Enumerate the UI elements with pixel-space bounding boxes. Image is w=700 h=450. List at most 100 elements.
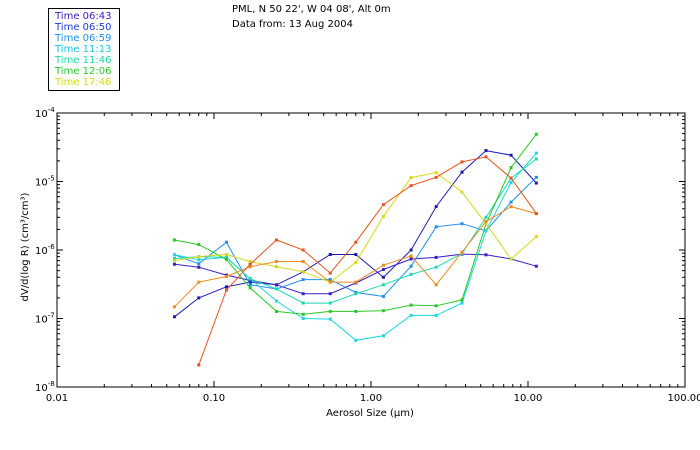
legend-item-4: Time 11:13: [55, 44, 112, 55]
data-point: [460, 301, 464, 305]
data-point: [534, 175, 538, 179]
data-point: [381, 275, 385, 279]
data-point: [534, 264, 538, 268]
data-point: [354, 338, 358, 342]
data-point: [509, 205, 513, 209]
data-point: [434, 313, 438, 317]
data-point: [534, 235, 538, 239]
y-axis-label: dV/d(log R) (cm³/cm³): [20, 192, 31, 301]
data-point: [224, 257, 228, 261]
data-point: [484, 149, 488, 153]
data-point: [301, 301, 305, 305]
date-header: Data from: 13 Aug 2004: [232, 19, 353, 30]
data-point: [328, 252, 332, 256]
y-tick-labels: 10-4 10-5 10-6 10-7 10-8: [35, 106, 55, 394]
series-royal-blue: [172, 175, 538, 298]
data-point: [197, 363, 201, 367]
data-point: [409, 248, 413, 252]
data-point: [274, 299, 278, 303]
data-point: [328, 271, 332, 275]
data-point: [460, 222, 464, 226]
data-point: [509, 200, 513, 204]
data-point: [172, 253, 176, 257]
legend-item-1: Time 06:43: [55, 11, 112, 22]
data-point: [328, 292, 332, 296]
data-point: [484, 155, 488, 159]
data-point: [248, 283, 252, 287]
data-point: [409, 264, 413, 268]
data-point: [274, 309, 278, 313]
y-tick-label: 10-6: [35, 243, 55, 257]
y-tick-label: 10-7: [35, 312, 55, 326]
data-point: [224, 288, 228, 292]
x-tick-label: 100.00: [668, 393, 700, 404]
data-point: [328, 278, 332, 282]
data-point: [301, 259, 305, 263]
data-point: [274, 265, 278, 269]
data-point: [409, 176, 413, 180]
data-point: [534, 212, 538, 216]
data-point: [224, 285, 228, 289]
data-point: [381, 309, 385, 313]
data-point: [381, 214, 385, 218]
data-point: [509, 166, 513, 170]
data-point: [534, 181, 538, 185]
data-point: [248, 280, 252, 284]
series-layer: [172, 132, 538, 367]
series-aqua: [172, 157, 538, 305]
data-point: [484, 222, 488, 226]
y-tick-label: 10-5: [35, 175, 55, 189]
data-point: [381, 267, 385, 271]
data-point: [301, 312, 305, 316]
series-cyan: [172, 151, 538, 342]
data-point: [534, 157, 538, 161]
x-axis-label: Aerosol Size (µm): [326, 408, 414, 419]
data-point: [248, 277, 252, 281]
data-point: [434, 205, 438, 209]
axis-ticks: [56, 113, 685, 388]
data-point: [172, 257, 176, 261]
data-point: [197, 280, 201, 284]
location-header: PML, N 50 22', W 04 08', Alt 0m: [232, 4, 391, 15]
data-point: [434, 283, 438, 287]
data-point: [460, 250, 464, 254]
data-point: [434, 175, 438, 179]
data-point: [274, 238, 278, 242]
data-point: [354, 292, 358, 296]
data-point: [381, 294, 385, 298]
data-point: [172, 305, 176, 309]
data-point: [224, 252, 228, 256]
data-point: [460, 160, 464, 164]
data-point: [197, 262, 201, 266]
data-point: [274, 259, 278, 263]
data-point: [328, 280, 332, 284]
data-point: [328, 317, 332, 321]
data-point: [248, 259, 252, 263]
data-point: [484, 229, 488, 233]
series-orange: [172, 205, 538, 309]
data-point: [484, 215, 488, 219]
data-point: [434, 265, 438, 269]
data-point: [354, 240, 358, 244]
data-point: [197, 296, 201, 300]
data-point: [409, 257, 413, 261]
data-point: [434, 171, 438, 175]
x-tick-labels: 0.01 0.10 1.00 10.00 100.00: [46, 393, 700, 404]
data-point: [328, 309, 332, 313]
data-point: [301, 317, 305, 320]
data-point: [409, 254, 413, 258]
data-point: [172, 262, 176, 266]
data-point: [197, 243, 201, 247]
data-point: [460, 170, 464, 174]
data-point: [224, 255, 228, 259]
data-point: [409, 303, 413, 307]
data-point: [460, 190, 464, 194]
data-point: [381, 263, 385, 267]
data-point: [534, 151, 538, 155]
x-tick-label: 0.10: [203, 393, 225, 404]
data-point: [381, 334, 385, 338]
plot-frame: [56, 112, 686, 388]
data-point: [172, 259, 176, 263]
data-point: [301, 270, 305, 274]
